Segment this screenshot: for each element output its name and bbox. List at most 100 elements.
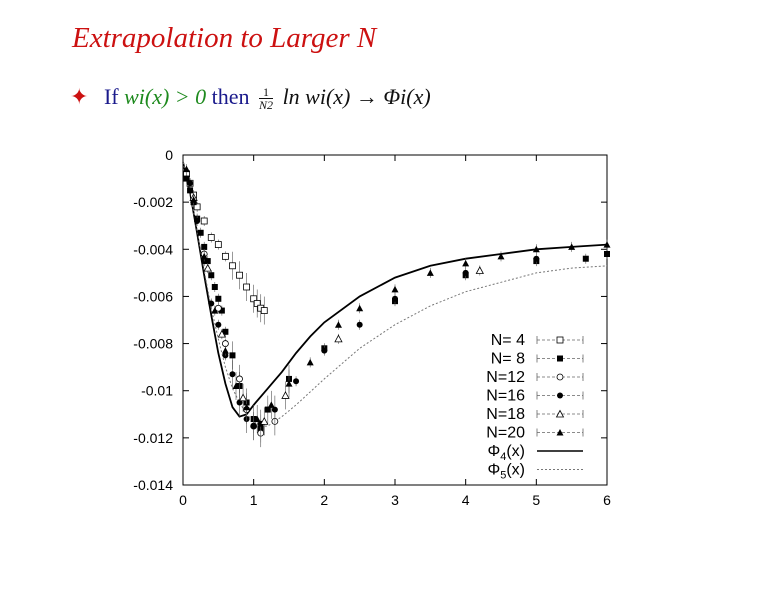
- data-point: [211, 284, 218, 290]
- y-tick-label: -0.006: [133, 288, 173, 304]
- legend-label: N=12: [486, 369, 525, 386]
- data-point: [204, 258, 211, 265]
- data-point: [306, 358, 314, 366]
- legend-label: N= 8: [491, 351, 525, 368]
- data-point: [281, 391, 290, 399]
- data-point: [207, 234, 215, 241]
- data-point: [260, 417, 269, 425]
- data-point: [604, 251, 610, 257]
- legend-label: N=20: [486, 425, 525, 442]
- y-tick-label: -0.004: [133, 241, 173, 257]
- data-point: [462, 259, 470, 267]
- data-point: [208, 300, 215, 307]
- fraction-numerator: 1: [259, 86, 274, 100]
- data-point: [426, 269, 434, 276]
- data-point: [214, 241, 222, 248]
- y-tick-label: -0.014: [133, 477, 173, 493]
- data-point: [267, 401, 275, 408]
- data-point: [203, 263, 212, 272]
- data-point: [250, 423, 257, 430]
- bullet-then-word: then: [211, 84, 250, 109]
- legend-label: Φ5(x): [487, 462, 525, 482]
- slide-title: Extrapolation to Larger N: [72, 22, 377, 54]
- data-point: [187, 180, 194, 187]
- x-tick-label: 2: [320, 492, 328, 508]
- data-point: [232, 382, 240, 389]
- data-point: [532, 245, 540, 253]
- data-point: [200, 217, 208, 225]
- data-point: [497, 252, 505, 260]
- data-point: [218, 307, 225, 314]
- fraction-denominator: N2: [259, 98, 274, 113]
- legend-label: N=18: [486, 406, 525, 423]
- data-point: [253, 415, 261, 422]
- y-tick-label: -0.002: [133, 194, 173, 210]
- data-point: [568, 243, 576, 250]
- data-point: [334, 334, 343, 343]
- y-tick-label: 0: [165, 147, 173, 163]
- data-point: [243, 283, 251, 291]
- data-point: [215, 321, 222, 328]
- data-point: [285, 380, 293, 387]
- data-point: [253, 300, 261, 307]
- data-point: [208, 272, 215, 279]
- x-tick-label: 3: [391, 492, 399, 508]
- y-tick-label: -0.01: [141, 383, 173, 399]
- data-point: [222, 328, 229, 335]
- data-point: [211, 307, 219, 314]
- data-point: [193, 203, 201, 211]
- data-point: [215, 295, 222, 302]
- data-point: [250, 295, 258, 303]
- bullet-line: ✦ If wi(x) > 0 then 1 N2 ln wi(x) → Φi(x): [70, 84, 431, 111]
- data-point: [356, 321, 363, 328]
- data-point: [603, 241, 611, 248]
- data-point: [229, 352, 236, 359]
- bullet-if-word: If: [103, 84, 119, 109]
- data-point: [271, 406, 278, 413]
- data-point: [221, 252, 229, 260]
- data-point: [533, 255, 540, 262]
- data-point: [334, 321, 342, 328]
- data-point: [238, 393, 248, 402]
- data-point: [194, 218, 201, 224]
- data-point: [183, 165, 191, 173]
- data-point: [260, 307, 268, 314]
- data-point: [187, 187, 194, 194]
- data-point: [190, 196, 198, 203]
- data-point: [236, 271, 243, 279]
- phi4-curve: [182, 161, 608, 418]
- x-tick-label: 5: [532, 492, 540, 508]
- legend-label: N=16: [486, 388, 525, 405]
- bullet-fraction: 1 N2: [259, 86, 274, 113]
- legend-label: N= 4: [491, 332, 525, 349]
- x-tick-label: 6: [603, 492, 611, 508]
- data-point: [321, 347, 328, 354]
- x-tick-label: 0: [179, 492, 187, 508]
- data-point: [392, 295, 398, 302]
- data-point: [183, 175, 190, 182]
- data-point: [217, 329, 227, 338]
- data-point: [582, 255, 589, 262]
- x-tick-label: 1: [250, 492, 258, 508]
- data-point: [356, 304, 364, 312]
- legend-marker: [556, 429, 564, 436]
- x-tick-label: 4: [462, 492, 470, 508]
- legend-marker: [556, 336, 564, 344]
- legend-marker: [557, 392, 563, 399]
- data-point: [243, 403, 251, 411]
- data-point: [201, 243, 208, 250]
- data-point: [197, 229, 204, 236]
- data-point: [475, 266, 484, 274]
- data-point: [462, 269, 469, 276]
- data-point: [221, 347, 229, 354]
- legend-label: Φ4(x): [487, 443, 525, 463]
- legend-marker: [556, 373, 564, 381]
- legend-marker: [557, 355, 563, 362]
- bullet-condition: wi(x) > 0: [124, 84, 207, 109]
- data-point: [391, 285, 399, 293]
- data-point: [236, 375, 243, 383]
- y-tick-label: -0.012: [133, 430, 173, 446]
- plot-frame: [182, 154, 608, 486]
- data-point: [229, 371, 236, 378]
